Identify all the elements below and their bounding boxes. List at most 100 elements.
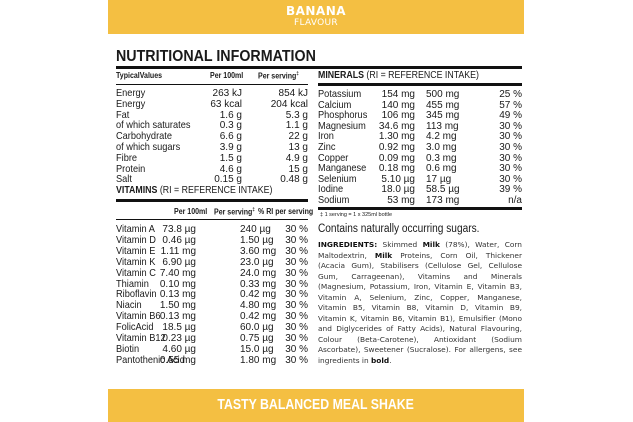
per-serving-value: 1.1 g (285, 120, 308, 132)
per-100ml-value: 1.30 mg (378, 131, 415, 143)
per-serving-value: 113 mg (426, 120, 459, 132)
mineral-name: Sodium (318, 194, 350, 206)
table-row: of which sugars 3.9 g 13 g (116, 141, 308, 154)
per-100ml-value: 0.92 mg (378, 142, 415, 153)
nutrition-header-divider (116, 84, 308, 85)
per-serving-value: 4.2 mg (426, 131, 457, 143)
table-row: Magnesium 34.6 mg 113 mg 30 % (318, 120, 522, 132)
ri-value: 30 % (285, 343, 308, 355)
per-100ml-value: 63 kcal (210, 98, 242, 110)
ri-value: 30 % (285, 333, 308, 344)
per-100ml-value: 4.60 µg (162, 343, 196, 355)
per-100ml-value: 5.10 µg (381, 173, 415, 185)
per-serving-value: 58.5 µg (426, 184, 460, 196)
mineral-name: Manganese (318, 162, 367, 175)
tagline-banner: TASTY BALANCED MEAL SHAKE (108, 389, 524, 422)
per-100ml-value: 0.3 g (219, 120, 242, 132)
per-serving-value: 0.33 mg (240, 278, 277, 290)
per-serving-value: 0.42 mg (240, 289, 277, 301)
allergen-text: Milk (374, 250, 393, 260)
per-serving-value: 0.6 mg (426, 163, 457, 175)
table-row: Salt 0.15 g 0.48 g (116, 173, 308, 186)
per-100ml-value: 1.5 g (219, 152, 242, 164)
per-100ml-value: 0.55 mg (159, 354, 196, 366)
table-row: Energy 263 kJ 854 kJ (116, 88, 308, 100)
per-serving-value: 22 g (288, 131, 308, 143)
per-100ml-value: 140 mg (381, 99, 415, 111)
per-100ml-value: 73.8 µg (162, 224, 196, 235)
flavour-name: BANANA (285, 4, 347, 18)
nutrient-name: Energy (116, 97, 146, 110)
nutrient-name: Salt (116, 173, 132, 186)
table-row: Manganese 0.18 mg 0.6 mg 30 % (318, 162, 522, 175)
per-serving-value: 60.0 µg (240, 322, 274, 334)
ri-value: 49 % (499, 110, 522, 122)
nutrient-name: of which sugars (116, 141, 181, 153)
per-100ml-value: 1.11 mg (160, 245, 196, 257)
ri-value: 25 % (499, 89, 522, 100)
serving-note: ‡ 1 serving = 1 x 325ml bottle (320, 212, 392, 218)
table-row: Vitamin C 7.40 mg 24.0 mg 30 % (116, 266, 308, 279)
table-row: Vitamin B6 0.13 mg 0.42 mg 30 % (116, 311, 308, 323)
ri-value: 30 % (285, 278, 308, 290)
per-100ml-value: 6.90 µg (162, 256, 196, 268)
table-row: Protein 4.6 g 15 g (116, 163, 308, 175)
ri-value: 30 % (285, 256, 308, 268)
ri-value: 30 % (499, 173, 522, 185)
vitamins-title: VITAMINS (RI = REFERENCE INTAKE) (116, 185, 273, 196)
per-100ml-value: 34.6 mg (378, 120, 415, 132)
vitamin-name: Pantothenic Acid (116, 353, 185, 366)
vitamins-divider (116, 199, 308, 202)
minerals-divider (318, 83, 522, 86)
per-100ml-value: 1.50 mg (159, 300, 196, 312)
per-serving-value: 1.80 mg (240, 354, 277, 366)
ingredients-label: INGREDIENTS: (318, 240, 378, 249)
vitamin-name: Vitamin C (116, 266, 156, 279)
per-serving-value: 4.80 mg (240, 300, 277, 312)
per-100ml-value: 0.15 g (214, 174, 242, 186)
vitamin-name: Vitamin B12 (116, 332, 166, 344)
per-serving-value: 1.50 µg (240, 234, 274, 246)
ri-value: 57 % (499, 99, 522, 111)
per-serving-value: 23.0 µg (240, 256, 274, 268)
per-serving-value: 3.0 mg (426, 142, 457, 153)
per-100ml-value: 0.10 mg (159, 278, 196, 290)
nutrient-name: Fat (116, 108, 130, 121)
ri-value: 30 % (285, 224, 308, 235)
minerals-title: MINERALS (RI = REFERENCE INTAKE) (318, 70, 479, 81)
tagline: TASTY BALANCED MEAL SHAKE (217, 397, 415, 413)
table-row: Phosphorus 106 mg 345 mg 49 % (318, 110, 522, 122)
per-serving-value: 5.3 g (285, 109, 308, 121)
per-100ml-value: 106 mg (381, 110, 415, 122)
per-100ml-value: 18.0 µg (381, 184, 415, 196)
per-serving-value: 24.0 mg (240, 267, 277, 279)
per-100ml-value: 0.46 µg (162, 234, 196, 246)
per-serving-value: 500 mg (426, 89, 460, 100)
ri-value: 30 % (285, 289, 308, 301)
per-100ml-value: 7.40 mg (159, 267, 196, 279)
ingredient-text: Proteins, Corn Oil, Thickener (Acacia Gu… (318, 250, 523, 365)
allergen-text: bold (371, 355, 390, 365)
table-row: Niacin 1.50 mg 4.80 mg 30 % (116, 299, 308, 312)
mineral-name: Copper (318, 151, 349, 164)
header-per-serving: Per serving‡ (214, 207, 255, 217)
per-serving-value: 13 g (288, 142, 308, 153)
per-100ml-value: 0.18 mg (378, 163, 415, 175)
ri-value: 30 % (285, 245, 308, 257)
per-serving-value: 0.42 mg (240, 311, 277, 323)
per-100ml-value: 18.5 µg (162, 322, 196, 334)
ingredient-text: Skimmed (377, 240, 423, 249)
nutrient-name: of which saturates (116, 119, 191, 132)
table-row: Calcium 140 mg 455 mg 57 % (318, 98, 522, 111)
ri-value: 30 % (285, 267, 308, 279)
header-per-100ml: Per 100ml (210, 71, 244, 80)
mineral-name: Calcium (318, 98, 352, 111)
per-100ml-value: 3.9 g (219, 142, 242, 153)
per-100ml-value: 1.6 g (219, 109, 242, 121)
table-row: Zinc 0.92 mg 3.0 mg 30 % (318, 142, 522, 154)
vitamin-name: Niacin (116, 299, 142, 312)
flavour-label: FLAVOUR (293, 18, 338, 28)
ingredient-text: (78%), Water, Corn Maltodextrin, (318, 240, 522, 260)
per-serving-value: 173 mg (426, 195, 460, 206)
table-row: Energy 63 kcal 204 kcal (116, 97, 308, 110)
